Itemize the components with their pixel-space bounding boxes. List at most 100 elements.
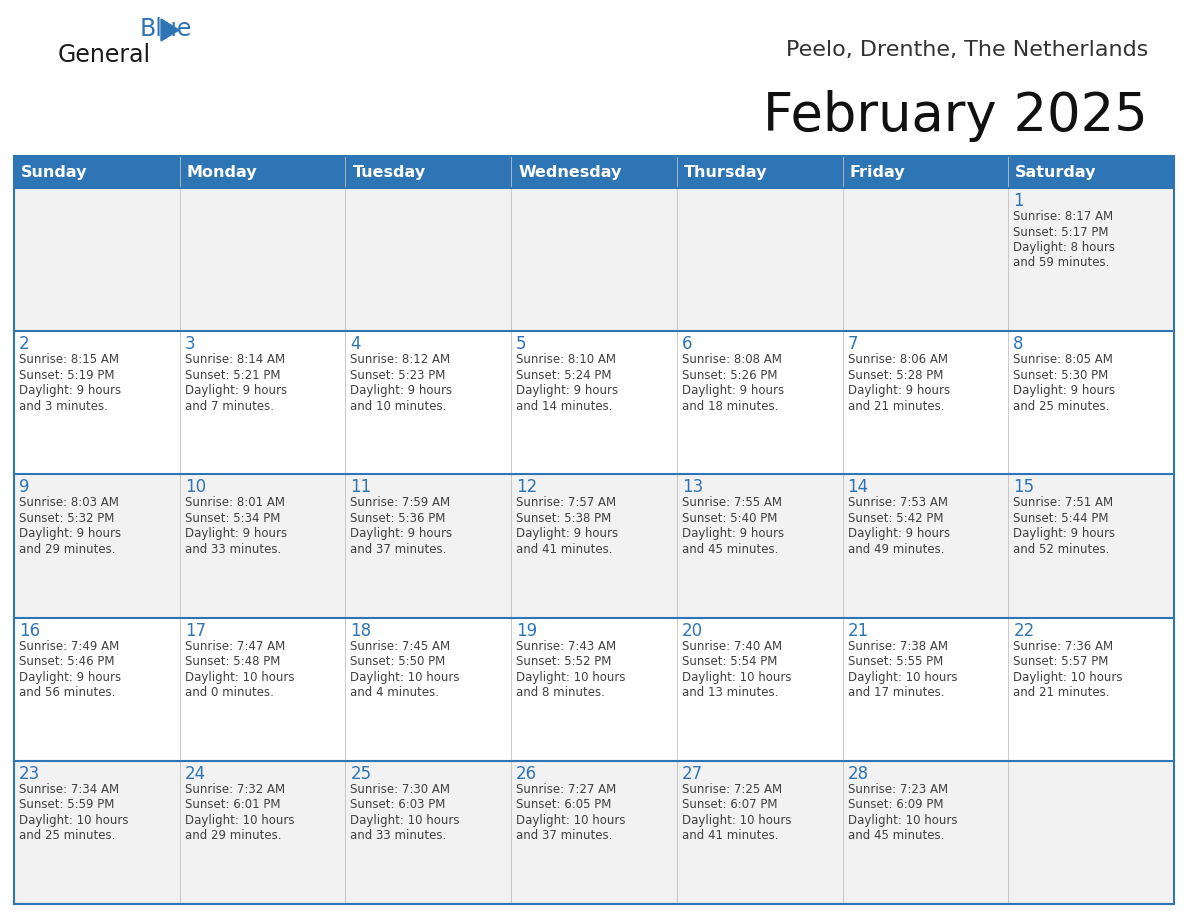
Text: Sunset: 5:28 PM: Sunset: 5:28 PM bbox=[847, 369, 943, 382]
Text: Sunrise: 7:40 AM: Sunrise: 7:40 AM bbox=[682, 640, 782, 653]
Text: Friday: Friday bbox=[849, 164, 905, 180]
Text: Sunset: 6:03 PM: Sunset: 6:03 PM bbox=[350, 799, 446, 812]
Bar bbox=[14, 331, 1174, 475]
Text: Sunrise: 7:27 AM: Sunrise: 7:27 AM bbox=[516, 783, 617, 796]
Text: Daylight: 10 hours: Daylight: 10 hours bbox=[516, 671, 626, 684]
Text: Sunday: Sunday bbox=[21, 164, 88, 180]
Text: Sunset: 5:55 PM: Sunset: 5:55 PM bbox=[847, 655, 943, 668]
Text: 3: 3 bbox=[184, 335, 195, 353]
Text: 25: 25 bbox=[350, 765, 372, 783]
Bar bbox=[14, 475, 1174, 618]
Text: Sunrise: 7:38 AM: Sunrise: 7:38 AM bbox=[847, 640, 948, 653]
Text: and 14 minutes.: and 14 minutes. bbox=[516, 399, 613, 413]
Bar bbox=[14, 156, 1174, 904]
Text: Daylight: 9 hours: Daylight: 9 hours bbox=[1013, 528, 1116, 541]
Text: and 45 minutes.: and 45 minutes. bbox=[682, 543, 778, 556]
Text: and 33 minutes.: and 33 minutes. bbox=[350, 829, 447, 843]
Text: and 17 minutes.: and 17 minutes. bbox=[847, 686, 944, 700]
Text: Saturday: Saturday bbox=[1016, 164, 1097, 180]
Bar bbox=[14, 618, 1174, 761]
Text: Sunset: 5:26 PM: Sunset: 5:26 PM bbox=[682, 369, 777, 382]
Text: and 0 minutes.: and 0 minutes. bbox=[184, 686, 273, 700]
Text: Sunset: 5:17 PM: Sunset: 5:17 PM bbox=[1013, 226, 1108, 239]
Text: 20: 20 bbox=[682, 621, 703, 640]
Text: and 4 minutes.: and 4 minutes. bbox=[350, 686, 440, 700]
Text: Sunset: 5:44 PM: Sunset: 5:44 PM bbox=[1013, 512, 1108, 525]
Text: Daylight: 9 hours: Daylight: 9 hours bbox=[682, 528, 784, 541]
Text: 2: 2 bbox=[19, 335, 30, 353]
Text: Sunset: 6:07 PM: Sunset: 6:07 PM bbox=[682, 799, 777, 812]
Text: Wednesday: Wednesday bbox=[518, 164, 621, 180]
Text: Sunrise: 8:05 AM: Sunrise: 8:05 AM bbox=[1013, 353, 1113, 366]
Text: 23: 23 bbox=[19, 765, 40, 783]
Text: Sunrise: 7:43 AM: Sunrise: 7:43 AM bbox=[516, 640, 617, 653]
Text: 12: 12 bbox=[516, 478, 537, 497]
Text: 21: 21 bbox=[847, 621, 868, 640]
Text: Sunset: 5:34 PM: Sunset: 5:34 PM bbox=[184, 512, 280, 525]
Text: and 3 minutes.: and 3 minutes. bbox=[19, 399, 108, 413]
Text: Sunset: 5:24 PM: Sunset: 5:24 PM bbox=[516, 369, 612, 382]
Text: 14: 14 bbox=[847, 478, 868, 497]
Text: 28: 28 bbox=[847, 765, 868, 783]
Text: Sunrise: 7:23 AM: Sunrise: 7:23 AM bbox=[847, 783, 948, 796]
Text: Daylight: 9 hours: Daylight: 9 hours bbox=[350, 528, 453, 541]
Text: 22: 22 bbox=[1013, 621, 1035, 640]
Bar bbox=[14, 761, 1174, 904]
Text: and 21 minutes.: and 21 minutes. bbox=[1013, 686, 1110, 700]
Text: Sunset: 5:59 PM: Sunset: 5:59 PM bbox=[19, 799, 114, 812]
Text: Sunrise: 8:10 AM: Sunrise: 8:10 AM bbox=[516, 353, 617, 366]
Text: 16: 16 bbox=[19, 621, 40, 640]
Text: Sunset: 6:05 PM: Sunset: 6:05 PM bbox=[516, 799, 612, 812]
Text: Daylight: 9 hours: Daylight: 9 hours bbox=[516, 528, 618, 541]
Text: Sunrise: 7:57 AM: Sunrise: 7:57 AM bbox=[516, 497, 617, 509]
Bar bbox=[14, 188, 1174, 331]
Text: Sunrise: 8:17 AM: Sunrise: 8:17 AM bbox=[1013, 210, 1113, 223]
Text: Sunrise: 7:34 AM: Sunrise: 7:34 AM bbox=[19, 783, 119, 796]
Text: Sunrise: 7:36 AM: Sunrise: 7:36 AM bbox=[1013, 640, 1113, 653]
Text: and 7 minutes.: and 7 minutes. bbox=[184, 399, 273, 413]
Text: Sunset: 5:52 PM: Sunset: 5:52 PM bbox=[516, 655, 612, 668]
Text: Sunset: 6:01 PM: Sunset: 6:01 PM bbox=[184, 799, 280, 812]
Text: Daylight: 10 hours: Daylight: 10 hours bbox=[184, 671, 295, 684]
Text: 17: 17 bbox=[184, 621, 206, 640]
Text: Thursday: Thursday bbox=[684, 164, 767, 180]
Text: 8: 8 bbox=[1013, 335, 1024, 353]
Text: Daylight: 10 hours: Daylight: 10 hours bbox=[350, 671, 460, 684]
Text: Daylight: 10 hours: Daylight: 10 hours bbox=[682, 813, 791, 827]
Text: Monday: Monday bbox=[187, 164, 258, 180]
Text: and 49 minutes.: and 49 minutes. bbox=[847, 543, 944, 556]
Text: and 13 minutes.: and 13 minutes. bbox=[682, 686, 778, 700]
Text: Sunset: 5:19 PM: Sunset: 5:19 PM bbox=[19, 369, 114, 382]
Text: Sunrise: 7:51 AM: Sunrise: 7:51 AM bbox=[1013, 497, 1113, 509]
Text: Daylight: 9 hours: Daylight: 9 hours bbox=[19, 385, 121, 397]
Text: Sunset: 5:32 PM: Sunset: 5:32 PM bbox=[19, 512, 114, 525]
Text: Sunset: 5:57 PM: Sunset: 5:57 PM bbox=[1013, 655, 1108, 668]
Text: Daylight: 10 hours: Daylight: 10 hours bbox=[847, 813, 958, 827]
Text: and 56 minutes.: and 56 minutes. bbox=[19, 686, 115, 700]
Text: and 21 minutes.: and 21 minutes. bbox=[847, 399, 944, 413]
Text: Daylight: 9 hours: Daylight: 9 hours bbox=[184, 385, 286, 397]
Text: Daylight: 9 hours: Daylight: 9 hours bbox=[847, 385, 949, 397]
Text: Daylight: 10 hours: Daylight: 10 hours bbox=[516, 813, 626, 827]
Text: and 37 minutes.: and 37 minutes. bbox=[516, 829, 613, 843]
Text: Daylight: 10 hours: Daylight: 10 hours bbox=[1013, 671, 1123, 684]
Text: Daylight: 10 hours: Daylight: 10 hours bbox=[847, 671, 958, 684]
Text: Tuesday: Tuesday bbox=[353, 164, 425, 180]
Text: and 37 minutes.: and 37 minutes. bbox=[350, 543, 447, 556]
Text: Sunrise: 7:25 AM: Sunrise: 7:25 AM bbox=[682, 783, 782, 796]
Text: Sunset: 5:48 PM: Sunset: 5:48 PM bbox=[184, 655, 280, 668]
Text: Sunrise: 7:30 AM: Sunrise: 7:30 AM bbox=[350, 783, 450, 796]
Text: Sunset: 5:36 PM: Sunset: 5:36 PM bbox=[350, 512, 446, 525]
Bar bbox=[14, 156, 1174, 188]
Text: Sunset: 5:23 PM: Sunset: 5:23 PM bbox=[350, 369, 446, 382]
Text: and 52 minutes.: and 52 minutes. bbox=[1013, 543, 1110, 556]
Text: Sunset: 5:54 PM: Sunset: 5:54 PM bbox=[682, 655, 777, 668]
Text: and 29 minutes.: and 29 minutes. bbox=[184, 829, 282, 843]
Text: 19: 19 bbox=[516, 621, 537, 640]
Text: 11: 11 bbox=[350, 478, 372, 497]
Text: Daylight: 9 hours: Daylight: 9 hours bbox=[682, 385, 784, 397]
Text: and 8 minutes.: and 8 minutes. bbox=[516, 686, 605, 700]
Text: and 41 minutes.: and 41 minutes. bbox=[516, 543, 613, 556]
Text: Daylight: 10 hours: Daylight: 10 hours bbox=[19, 813, 128, 827]
Text: 5: 5 bbox=[516, 335, 526, 353]
